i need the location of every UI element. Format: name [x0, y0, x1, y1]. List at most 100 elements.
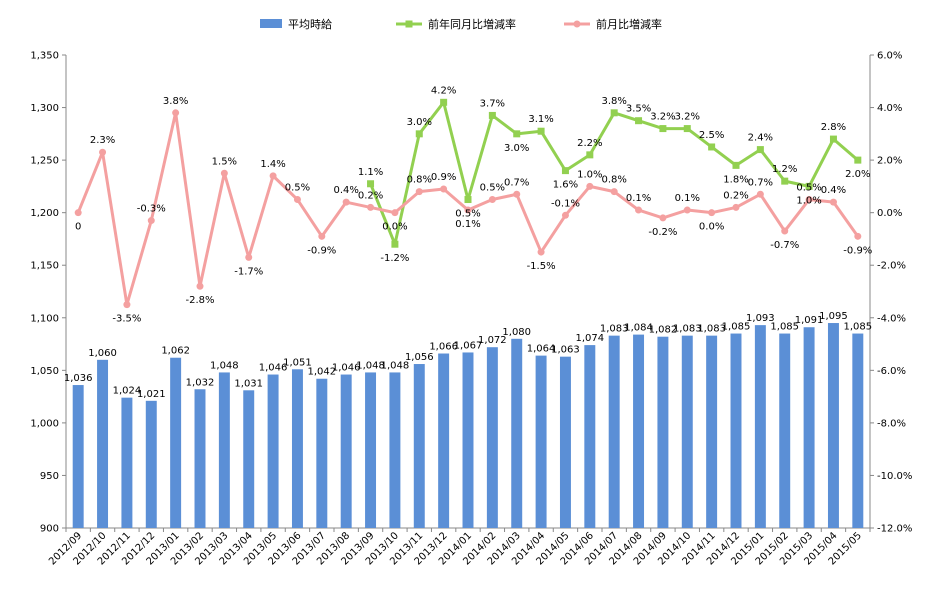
- left-tick-label: 1,000: [30, 418, 59, 429]
- bar: [852, 333, 864, 528]
- line-point-label: 3.2%: [650, 112, 675, 123]
- series-point: [610, 188, 618, 196]
- line-point-label: 2.3%: [90, 135, 115, 146]
- bar-label: 1,095: [819, 311, 848, 322]
- line-point-label: 3.0%: [407, 117, 432, 128]
- line-point-label: 0: [75, 222, 81, 233]
- series-point: [488, 111, 496, 119]
- bar: [438, 353, 450, 528]
- series-point: [342, 198, 350, 206]
- right-tick-label: -12.0%: [877, 524, 912, 535]
- series-point: [367, 180, 375, 188]
- line-point-label: -0.7%: [770, 240, 799, 251]
- line-point-label: 1.0%: [577, 169, 602, 180]
- bar: [730, 333, 742, 528]
- bar: [608, 335, 620, 528]
- legend: 平均時給 前年同月比増減率 前月比増減率: [260, 17, 662, 31]
- left-tick-label: 1,300: [30, 103, 59, 114]
- left-tick-label: 1,100: [30, 313, 59, 324]
- bar-label: 1,046: [332, 363, 361, 374]
- bar-label: 1,085: [722, 322, 751, 333]
- line-point-label: 0.1%: [675, 193, 700, 204]
- series-point: [805, 196, 813, 204]
- bar: [559, 356, 571, 528]
- series-point: [635, 206, 643, 214]
- bar-label: 1,064: [527, 344, 556, 355]
- bar-label: 1,021: [137, 389, 166, 400]
- left-tick-label: 1,350: [30, 51, 59, 62]
- bar-label: 1,036: [64, 373, 93, 384]
- line-point-label: 3.5%: [626, 104, 651, 115]
- bar-label: 1,091: [795, 315, 824, 326]
- series-point: [440, 185, 448, 193]
- series-point: [561, 167, 569, 175]
- series-point: [172, 109, 180, 117]
- bar-label: 1,084: [624, 323, 653, 334]
- right-tick-label: -4.0%: [877, 313, 906, 324]
- line-point-label: 3.8%: [163, 96, 188, 107]
- series-point: [513, 190, 521, 198]
- line-point-label: 1.6%: [553, 180, 578, 191]
- line-point-label: 0.2%: [723, 190, 748, 201]
- series-point: [586, 151, 594, 159]
- line-point-label: 3.2%: [675, 112, 700, 123]
- bar-label: 1,074: [575, 333, 604, 344]
- series-point: [732, 161, 740, 169]
- series-point: [635, 117, 643, 125]
- series-point: [756, 146, 764, 154]
- bar: [243, 390, 255, 528]
- bar: [535, 355, 547, 528]
- right-tick-label: 6.0%: [877, 51, 902, 62]
- bar: [657, 336, 669, 528]
- left-tick-label: 950: [40, 471, 59, 482]
- bar: [267, 374, 279, 528]
- line-point-label: -2.8%: [185, 295, 214, 306]
- bar: [706, 335, 718, 528]
- line-point-label: -0.9%: [307, 245, 336, 256]
- series-point: [610, 109, 618, 117]
- series-point: [854, 156, 862, 164]
- bar-label: 1,085: [770, 322, 799, 333]
- series-point: [659, 214, 667, 222]
- bar-label: 1,082: [649, 325, 678, 336]
- bar-series: [72, 323, 864, 528]
- series-point: [683, 206, 691, 214]
- bar-label: 1,048: [356, 360, 385, 371]
- right-tick-label: 0.0%: [877, 208, 902, 219]
- right-tick-label: 2.0%: [877, 156, 902, 167]
- left-tick-label: 900: [40, 524, 59, 535]
- series-point: [123, 301, 131, 309]
- series-point: [147, 217, 155, 225]
- series-point: [805, 182, 813, 190]
- line-point-label: 0.0%: [699, 222, 724, 233]
- series-point: [829, 198, 837, 206]
- line-point-label: 1.0%: [796, 195, 821, 206]
- bar: [413, 364, 425, 528]
- line-series: [74, 98, 862, 309]
- series-point: [440, 98, 448, 106]
- bar: [803, 327, 815, 528]
- line-point-label: 0.5%: [480, 183, 505, 194]
- bar: [584, 345, 596, 528]
- left-tick-label: 1,200: [30, 208, 59, 219]
- bar-label: 1,046: [259, 363, 288, 374]
- right-tick-label: -10.0%: [877, 471, 912, 482]
- bar-label: 1,062: [161, 346, 190, 357]
- series-point: [683, 125, 691, 133]
- bar-label: 1,083: [697, 324, 726, 335]
- bar: [145, 400, 157, 528]
- series-point: [659, 125, 667, 133]
- bar: [779, 333, 791, 528]
- series-point: [537, 248, 545, 256]
- legend-swatch: [260, 19, 282, 28]
- series-point: [415, 130, 423, 138]
- line-point-label: 3.1%: [528, 114, 553, 125]
- series-point: [99, 148, 107, 156]
- line-point-label: -0.2%: [648, 227, 677, 238]
- line-point-label: 0.2%: [358, 190, 383, 201]
- bar-label: 1,093: [746, 313, 775, 324]
- bar: [316, 378, 328, 528]
- line-point-label: -0.9%: [843, 245, 872, 256]
